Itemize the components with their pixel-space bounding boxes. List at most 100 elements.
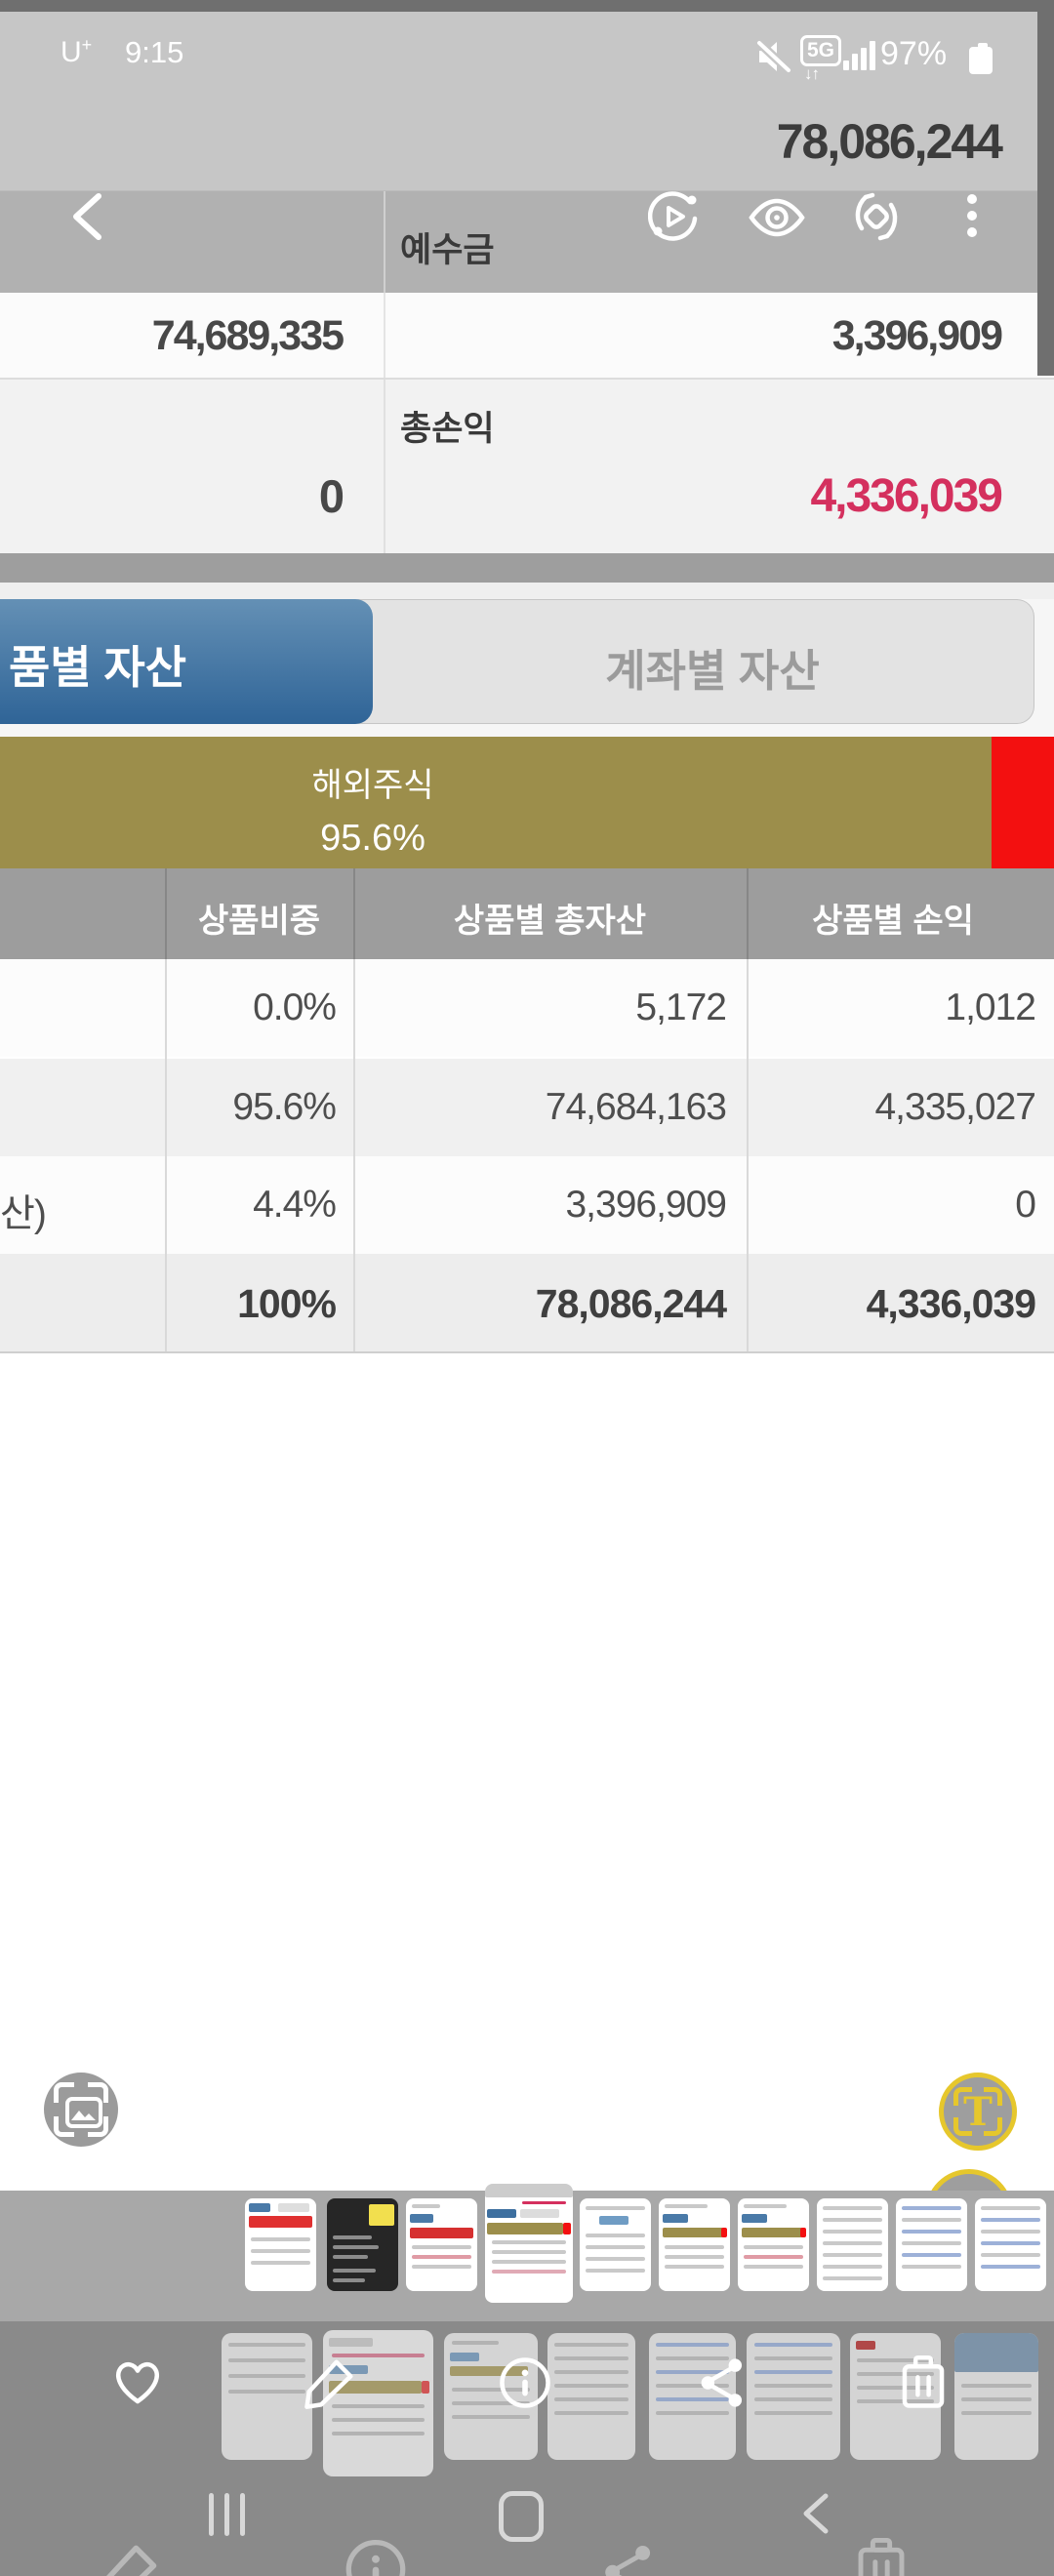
cell-pnl: 4,335,027 bbox=[874, 1086, 1036, 1128]
column-divider bbox=[384, 293, 385, 378]
vision-eye-icon[interactable] bbox=[748, 197, 806, 238]
viewer-right-letterbox bbox=[1037, 12, 1054, 376]
status-bar: U+ 9:15 5G ↓↑ 97% bbox=[0, 29, 1054, 83]
cell-total: 78,086,244 bbox=[535, 1281, 727, 1326]
embedded-share-icon bbox=[599, 2542, 660, 2576]
embedded-thumbnail bbox=[850, 2333, 941, 2460]
table-divider bbox=[353, 868, 355, 959]
cell-weight: 4.4% bbox=[253, 1184, 337, 1226]
recents-button[interactable] bbox=[209, 2493, 246, 2536]
left-pnl-value: 0 bbox=[318, 470, 345, 522]
motion-photo-icon[interactable] bbox=[648, 191, 699, 242]
table-row: 0.0% 5,172 1,012 bbox=[0, 959, 1054, 1057]
back-button[interactable] bbox=[68, 192, 107, 241]
photo-icon bbox=[65, 2097, 102, 2128]
deposit-label: 예수금 bbox=[400, 231, 495, 269]
extract-text-button[interactable]: T bbox=[939, 2073, 1017, 2151]
filmstrip-thumbnail[interactable] bbox=[738, 2198, 809, 2291]
embedded-thumbnail bbox=[747, 2333, 840, 2460]
filmstrip-thumbnail[interactable] bbox=[896, 2198, 967, 2291]
allocation-label: 해외주식 bbox=[311, 767, 434, 804]
table-row: 산) 4.4% 3,396,909 0 bbox=[0, 1156, 1054, 1254]
table-divider bbox=[747, 959, 749, 1351]
total-pnl-label: 총손익 bbox=[400, 410, 495, 448]
cell-pnl: 4,336,039 bbox=[866, 1281, 1036, 1326]
filmstrip-thumbnail[interactable] bbox=[327, 2198, 398, 2291]
nav-back-button[interactable] bbox=[800, 2493, 831, 2534]
rotate-icon[interactable] bbox=[851, 191, 902, 242]
allocation-bar-text: 해외주식 95.6% bbox=[226, 758, 519, 860]
viewer-top-letterbox bbox=[0, 0, 1054, 12]
favorite-button[interactable] bbox=[110, 2355, 165, 2410]
cell-total: 5,172 bbox=[635, 986, 727, 1028]
filmstrip-thumbnail[interactable] bbox=[406, 2198, 477, 2291]
embedded-thumbnail bbox=[444, 2333, 538, 2460]
status-time: 9:15 bbox=[125, 35, 184, 69]
total-asset-value: 78,086,244 bbox=[776, 114, 1003, 169]
section-gap bbox=[0, 583, 1054, 599]
cell-weight: 95.6% bbox=[232, 1086, 337, 1128]
battery-percent: 97% bbox=[880, 35, 948, 72]
network-arrows-icon: ↓↑ bbox=[804, 64, 820, 83]
network-5g-icon: 5G bbox=[800, 35, 841, 66]
embedded-thumbnail bbox=[954, 2333, 1038, 2460]
filmstrip[interactable] bbox=[0, 2184, 1054, 2321]
mute-icon bbox=[756, 39, 791, 74]
table-row: 95.6% 74,684,163 4,335,027 bbox=[0, 1059, 1054, 1156]
embedded-thumbnail bbox=[649, 2333, 736, 2460]
scan-image-button[interactable] bbox=[44, 2073, 118, 2147]
section-separator bbox=[0, 553, 1054, 583]
total-pnl-value: 4,336,039 bbox=[810, 470, 1003, 522]
signal-icon bbox=[843, 41, 876, 70]
cell-pnl: 0 bbox=[1015, 1184, 1036, 1226]
embedded-edit-icon bbox=[94, 2540, 162, 2576]
bottom-bar bbox=[0, 2321, 1054, 2576]
embedded-thumbnail bbox=[547, 2333, 635, 2460]
cell-weight: 100% bbox=[237, 1281, 337, 1326]
summary-values-row: 74,689,335 3,396,909 bbox=[0, 293, 1054, 380]
table-divider bbox=[747, 868, 749, 959]
col-total-header: 상품별 총자산 bbox=[453, 903, 647, 940]
tab-by-product: 품별 자산 bbox=[0, 599, 373, 724]
text-scan-glyph: T bbox=[963, 2089, 993, 2135]
filmstrip-thumbnail[interactable] bbox=[975, 2198, 1046, 2291]
table-divider bbox=[165, 959, 167, 1351]
column-divider bbox=[384, 191, 385, 294]
filmstrip-thumbnail[interactable] bbox=[659, 2198, 730, 2291]
battery-icon bbox=[969, 47, 993, 74]
table-divider bbox=[165, 868, 167, 959]
viewed-screenshot-top: 78,086,244 bbox=[0, 12, 1054, 190]
tab-container: 품별 자산 계좌별 자산 bbox=[0, 599, 1034, 724]
stock-asset-value: 74,689,335 bbox=[151, 312, 345, 359]
cell-total: 74,684,163 bbox=[545, 1086, 727, 1128]
cell-pnl: 1,012 bbox=[945, 986, 1036, 1028]
delete-button[interactable] bbox=[896, 2355, 951, 2410]
share-button[interactable] bbox=[696, 2355, 750, 2410]
deposit-value: 3,396,909 bbox=[831, 312, 1003, 359]
embedded-thumbnail-selected bbox=[323, 2330, 433, 2476]
asset-table-header: 상품비중 상품별 총자산 상품별 손익 bbox=[0, 868, 1054, 959]
cell-total: 3,396,909 bbox=[565, 1184, 727, 1226]
tab-by-account: 계좌별 자산 bbox=[605, 646, 820, 696]
filmstrip-thumbnail[interactable] bbox=[580, 2198, 651, 2291]
allocation-bar-red-segment bbox=[992, 737, 1054, 868]
embedded-info-icon bbox=[344, 2537, 408, 2576]
cell-weight: 0.0% bbox=[253, 986, 337, 1028]
edit-button[interactable] bbox=[303, 2355, 357, 2410]
embedded-delete-icon bbox=[851, 2538, 912, 2576]
embedded-thumbnail bbox=[222, 2333, 312, 2460]
table-divider bbox=[353, 959, 355, 1351]
col-pnl-header: 상품별 손익 bbox=[812, 903, 974, 940]
col-weight-header: 상품비중 bbox=[197, 903, 321, 940]
more-options-icon[interactable] bbox=[964, 191, 980, 242]
filmstrip-thumbnail-selected[interactable] bbox=[485, 2184, 573, 2303]
allocation-bar: 해외주식 95.6% bbox=[0, 737, 1054, 868]
filmstrip-thumbnail[interactable] bbox=[817, 2198, 888, 2291]
allocation-percent: 95.6% bbox=[320, 818, 426, 859]
filmstrip-thumbnail[interactable] bbox=[245, 2198, 316, 2291]
carrier-label: U+ bbox=[61, 35, 93, 68]
home-button[interactable] bbox=[499, 2491, 544, 2542]
info-button[interactable] bbox=[498, 2355, 552, 2410]
summary-pnl-row: 총손익 0 4,336,039 bbox=[0, 380, 1054, 553]
